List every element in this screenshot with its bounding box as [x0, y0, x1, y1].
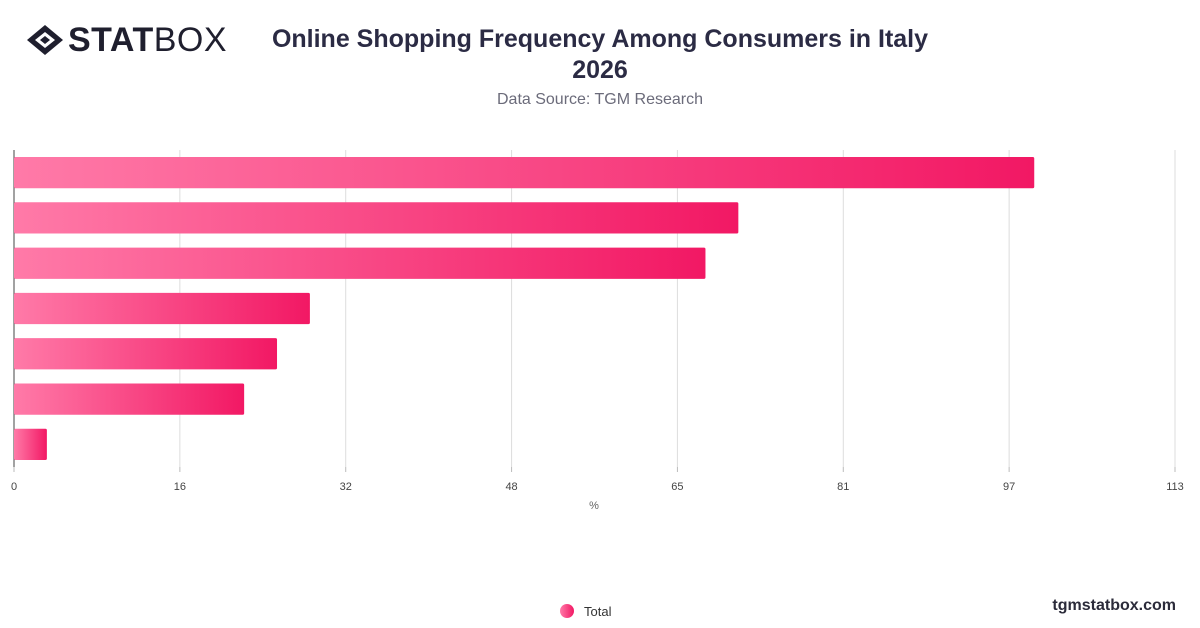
- x-tick-label: 65: [671, 481, 683, 493]
- legend-label: Total: [584, 603, 612, 619]
- bars: [14, 157, 1035, 460]
- x-tick-label: 97: [1003, 481, 1015, 493]
- watermark: tgmstatbox.com: [1052, 597, 1176, 614]
- chart-subtitle: Data Source: TGM Research: [496, 91, 703, 108]
- x-tick-label: 32: [340, 481, 352, 493]
- bar[interactable]: [14, 383, 245, 415]
- bar[interactable]: [14, 202, 739, 234]
- bar[interactable]: [14, 428, 47, 460]
- x-tick-label: 0: [11, 481, 17, 493]
- x-tick-label: 16: [174, 481, 186, 493]
- x-tick-label: 48: [505, 481, 517, 493]
- x-tick-label: 81: [837, 481, 849, 493]
- statbox-diamond-icon: [27, 25, 63, 55]
- logo-text: STATBOX: [68, 22, 227, 58]
- chart-title: Online Shopping Frequency Among Consumer…: [230, 24, 970, 86]
- bar[interactable]: [14, 292, 310, 325]
- x-axis-ticks: 0 16 32 48 65 81 97 113: [11, 467, 1184, 493]
- logo-bold-text: STAT: [68, 21, 154, 59]
- x-tick-label: 113: [1166, 481, 1184, 493]
- statbox-logo: STATBOX: [26, 22, 227, 58]
- x-axis-label: %: [589, 500, 599, 512]
- bar[interactable]: [14, 338, 278, 370]
- chart-title-line1: Online Shopping Frequency Among Consumer…: [271, 25, 929, 53]
- bar[interactable]: [14, 247, 706, 279]
- legend-swatch: [560, 604, 574, 618]
- legend-item-total[interactable]: Total: [560, 601, 611, 621]
- bar[interactable]: [14, 157, 1035, 189]
- chart-title-line2: 2026: [572, 56, 628, 84]
- logo-light-text: BOX: [153, 21, 228, 59]
